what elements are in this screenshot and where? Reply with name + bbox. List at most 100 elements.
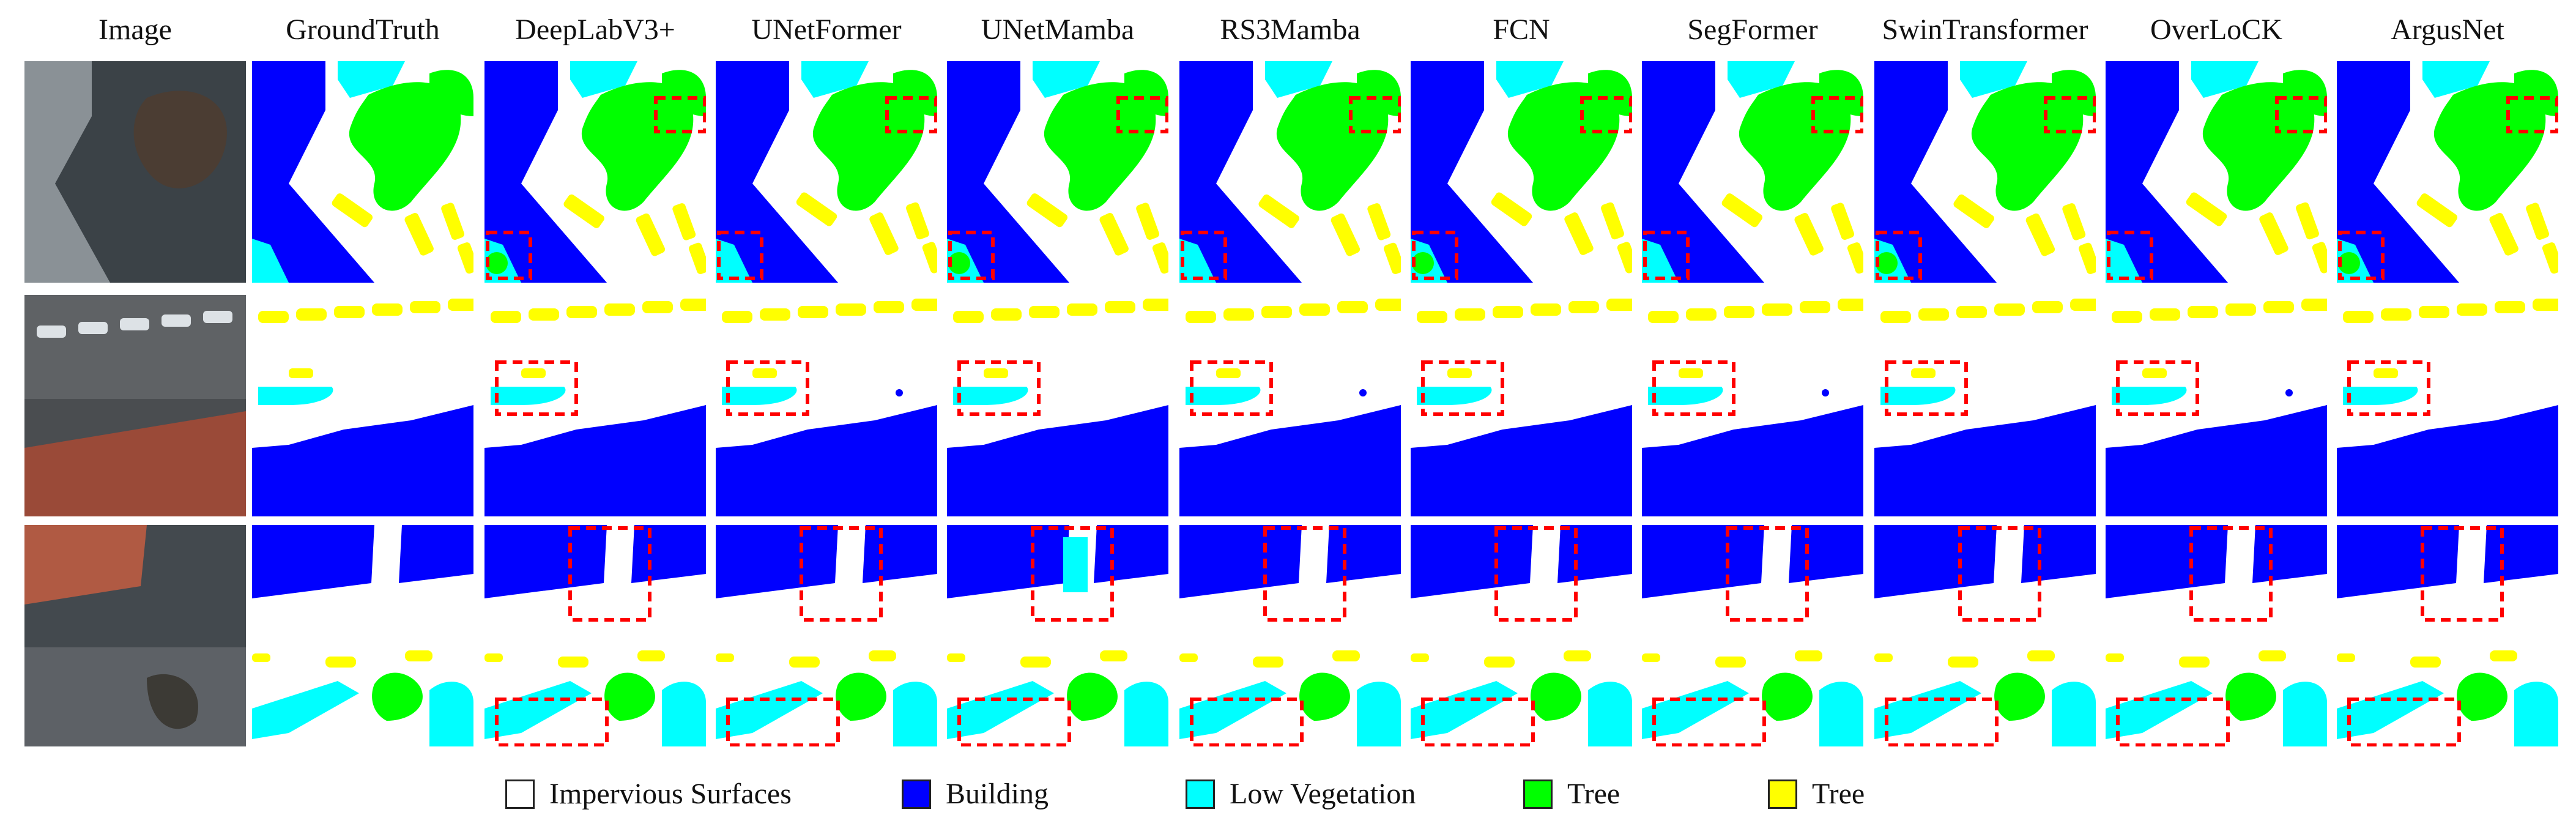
tile-graphic [1179,61,1401,283]
tree-region [1276,82,1389,211]
car-mark [2301,299,2327,311]
tile-graphic [1874,61,2096,283]
highlight-box [2338,231,2385,280]
car-mark [869,212,899,255]
car-mark [1724,306,1754,318]
low-vegetation-region [1960,61,2027,98]
car-mark [1721,193,1763,228]
car-mark [1800,301,1830,313]
column-label-argusnet: ArgusNet [2391,13,2504,46]
car-mark [441,203,465,240]
car-mark [2025,213,2055,256]
low-vegetation-region [1357,682,1401,746]
tree-region [1588,70,1632,116]
building-region [2337,405,2558,516]
column-label-fcn: FCN [1493,13,1550,46]
car-mark [521,368,546,378]
car-mark [372,303,403,316]
tile-graphic [947,295,1168,516]
tree-region [1044,82,1156,211]
tree-region [662,70,706,116]
car-mark [1679,368,1703,378]
tile-graphic [1411,525,1632,746]
highlight-box [1421,360,1504,416]
low-vegetation-region [893,682,937,746]
low-vegetation-region [2514,682,2558,746]
highlight-box [2347,698,2461,746]
highlight-box [957,360,1041,416]
car-mark [2150,308,2180,321]
car-mark [789,657,820,668]
tree-region [1299,672,1350,721]
tree-region [1762,672,1813,721]
car-mark [984,368,1008,378]
low-vegetation-region [2052,682,2096,746]
car-mark [869,650,896,661]
car-mark [796,192,837,226]
low-vegetation-region [1728,61,1795,98]
tree-region [2283,70,2327,116]
tile-graphic [1642,525,1863,746]
tile-graphic [484,61,706,283]
tree-region [604,672,655,721]
car-mark [1847,242,1863,274]
low-vegetation-region [2283,682,2327,746]
car-mark [1258,194,1299,228]
car-mark [1953,194,1994,228]
legend-swatch [1768,779,1797,809]
building-region [1411,61,1533,283]
tile-sample-1-groundtruth [252,61,473,283]
low-vegetation-region [2422,61,2490,98]
building-region [252,525,374,598]
building-region [2337,61,2459,283]
car-mark [332,193,373,228]
tree-region [893,70,937,116]
tile-sample-3-unetmamba [947,525,1168,746]
car-mark [1484,657,1515,668]
highlight-box [885,96,937,133]
car-mark [1026,193,1068,228]
aerial-car [37,326,66,338]
car-mark [1143,299,1168,311]
car-mark [404,213,434,256]
building-region [2337,525,2459,598]
tile-sample-3-rs3mamba [1179,525,1401,746]
car-mark [680,299,706,311]
tree-region [429,70,473,116]
tree-region [2202,82,2315,211]
car-mark [1762,303,1792,316]
car-mark [2490,650,2517,661]
aerial-roof [24,61,110,283]
car-mark [2142,368,2167,378]
highlight-box [1116,96,1168,133]
highlight-box [1958,526,2041,622]
building-region [1822,389,1829,396]
car-mark [1253,657,1283,668]
tree-region [1819,70,1863,116]
car-mark [2112,311,2142,323]
car-mark [2263,301,2294,313]
tile-sample-1-overlock [2106,61,2327,283]
highlight-box [1876,231,1922,280]
car-mark [922,242,937,273]
low-vegetation-region [2191,61,2259,98]
car-mark [2188,306,2218,318]
row-divider [2106,645,2327,647]
building-region [1411,525,1533,598]
car-mark [1838,299,1863,311]
row-divider [1642,645,1863,647]
tree-region [2514,70,2558,116]
highlight-box [1031,526,1114,622]
car-mark [1067,303,1097,316]
car-mark [529,308,559,321]
highlight-box [486,231,532,280]
car-mark [410,301,440,313]
low-vegetation-region [2106,239,2142,283]
low-vegetation-region [662,682,706,746]
tree-region [2457,672,2507,721]
low-vegetation-region [338,61,405,98]
tree-region [2338,252,2360,274]
tile-sample-3-groundtruth [252,525,473,746]
car-mark [2374,368,2398,378]
car-mark [2542,242,2558,274]
